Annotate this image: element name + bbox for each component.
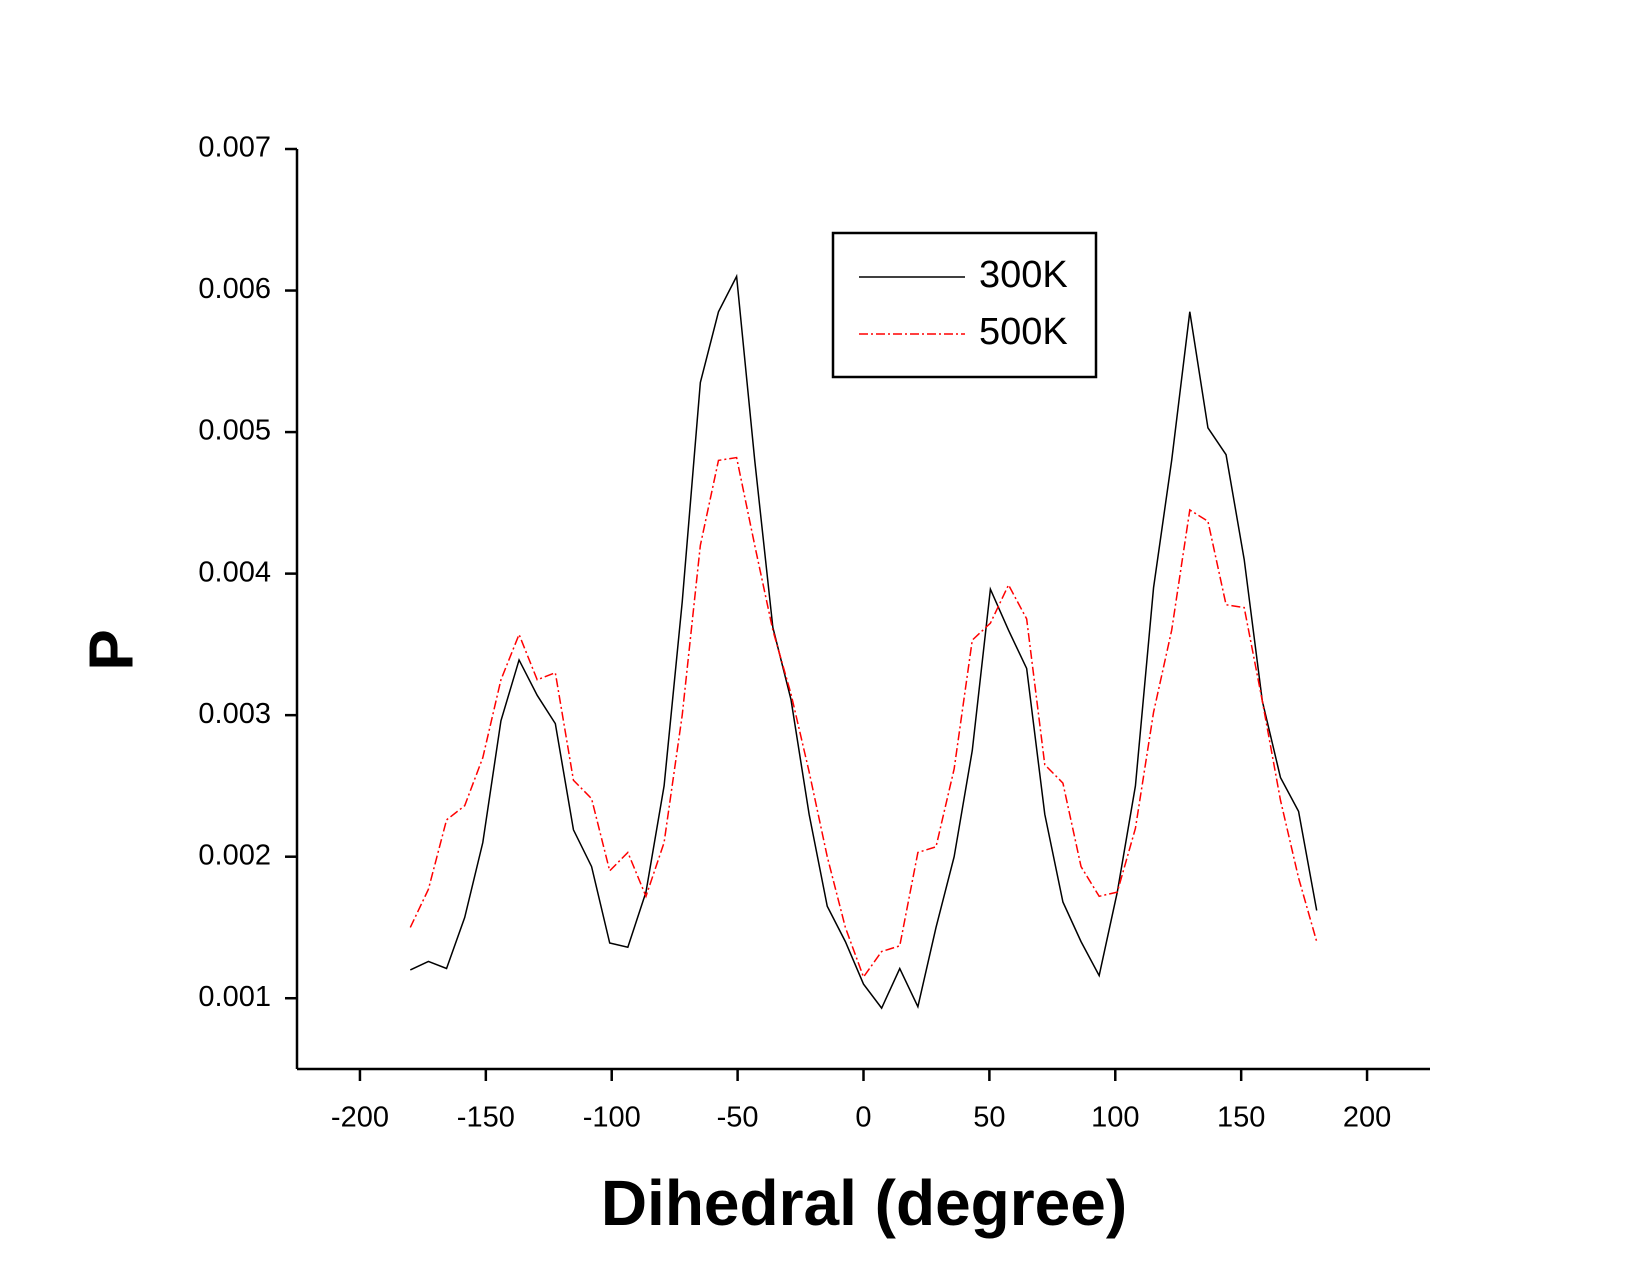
y-tick-label: 0.004 bbox=[198, 556, 271, 588]
legend-box bbox=[831, 231, 1098, 379]
series-line bbox=[409, 273, 1318, 1010]
x-tick-label: 0 bbox=[855, 1102, 871, 1134]
y-tick-label: 0.007 bbox=[198, 132, 271, 164]
x-tick-label: -200 bbox=[331, 1102, 389, 1134]
x-axis-label: Dihedral (degree) bbox=[601, 1167, 1127, 1239]
x-tick-label: 200 bbox=[1343, 1102, 1391, 1134]
legend-label: 300K bbox=[979, 254, 1068, 296]
x-tick-label: -50 bbox=[717, 1102, 759, 1134]
series-line bbox=[409, 456, 1318, 979]
y-tick-label: 0.001 bbox=[198, 981, 271, 1013]
y-axis-label: P bbox=[77, 629, 146, 670]
x-tick-label: -150 bbox=[457, 1102, 515, 1134]
y-tick-label: 0.003 bbox=[198, 698, 271, 730]
y-tick-label: 0.002 bbox=[198, 839, 271, 871]
legend-label: 500K bbox=[979, 311, 1068, 353]
x-tick-label: 100 bbox=[1091, 1102, 1139, 1134]
y-tick-label: 0.006 bbox=[198, 273, 271, 305]
x-tick-label: 50 bbox=[973, 1102, 1005, 1134]
x-tick-label: -100 bbox=[583, 1102, 641, 1134]
x-tick-label: 150 bbox=[1217, 1102, 1265, 1134]
y-tick-label: 0.005 bbox=[198, 415, 271, 447]
